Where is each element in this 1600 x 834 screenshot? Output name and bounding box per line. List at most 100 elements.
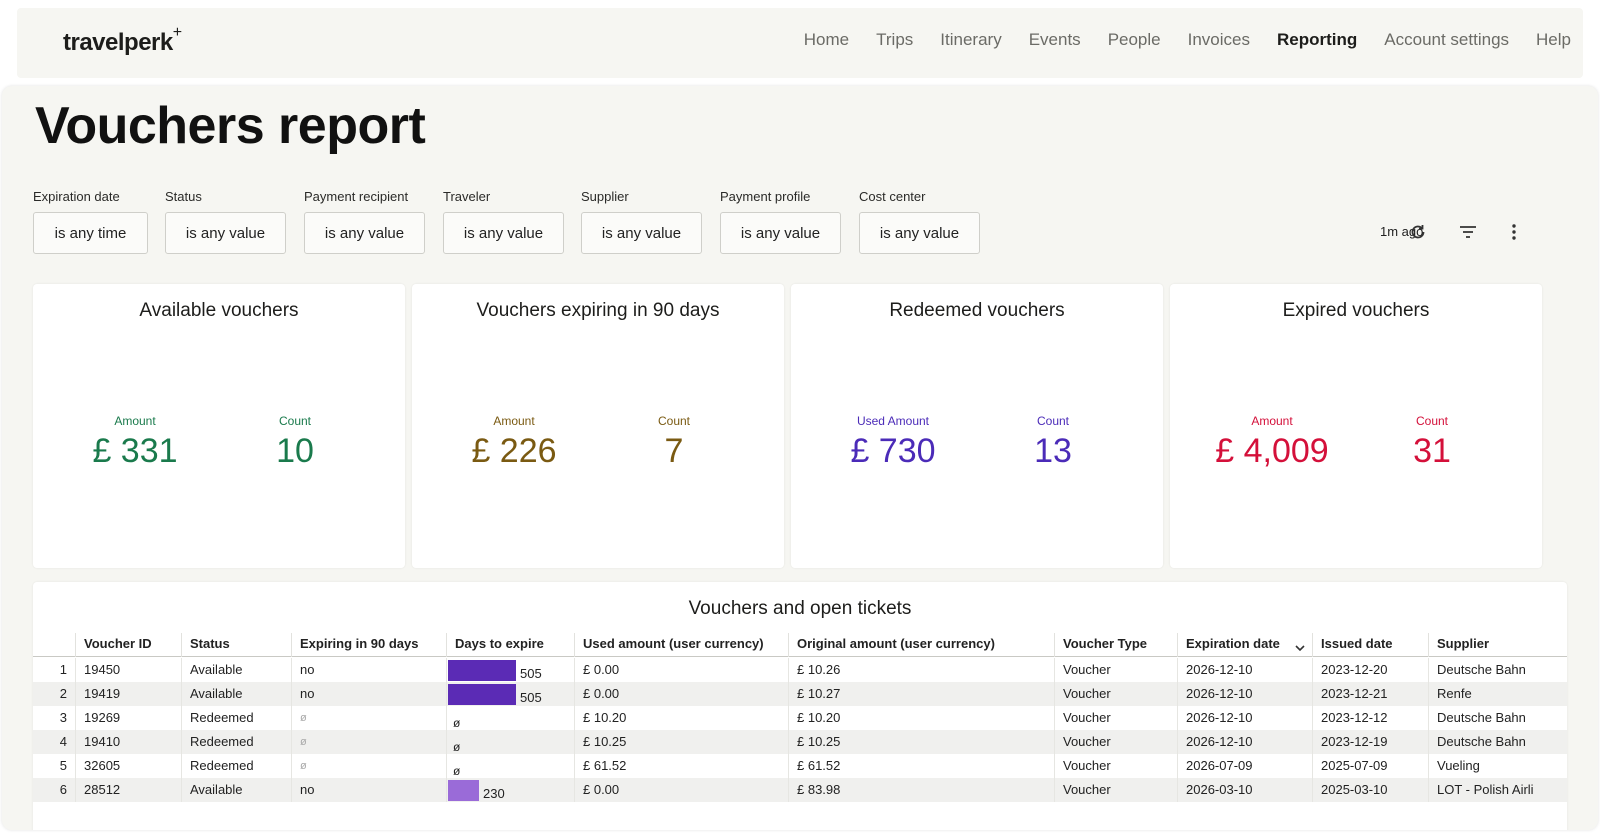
- card-title: Available vouchers: [139, 300, 299, 321]
- card-vouchers-expiring-in-90-days: Vouchers expiring in 90 days Amount £ 226 C…: [412, 284, 784, 568]
- table-row[interactable]: 3 19269 Redeemed ø ø £ 10.20 £ 10.20 Voucher 202…: [33, 706, 1567, 730]
- cell-status: Redeemed: [181, 730, 291, 754]
- cell-type: Voucher: [1054, 682, 1177, 706]
- travelperk-logo[interactable]: travelperk+: [63, 24, 182, 56]
- cell-id: 28512: [75, 778, 181, 802]
- cell-expiration: 2026-12-10: [1177, 706, 1312, 730]
- column-header-expiration-date[interactable]: Expiration date: [1177, 633, 1312, 657]
- row-number: 4: [59, 734, 67, 749]
- column-header-status[interactable]: Status: [181, 633, 291, 657]
- filter-label: Expiration date: [33, 189, 120, 204]
- cell-type: Voucher: [1054, 706, 1177, 730]
- cell-issued: 2025-07-09: [1312, 754, 1428, 778]
- metric-amount: Used Amount £ 730: [833, 414, 953, 471]
- cell-expiring: no: [291, 682, 446, 706]
- cell-used: £ 61.52: [574, 754, 788, 778]
- refresh-icon[interactable]: [1406, 220, 1430, 244]
- column-header-used-amount-user-currency[interactable]: Used amount (user currency): [574, 633, 788, 657]
- nav-item-itinerary[interactable]: Itinerary: [940, 30, 1002, 49]
- cell-expiration: 2026-12-10: [1177, 682, 1312, 706]
- metric-count: Count 7: [614, 414, 734, 471]
- filter-label: Payment profile: [720, 189, 811, 204]
- nav-item-events[interactable]: Events: [1028, 30, 1081, 49]
- cell-used: £ 10.20: [574, 706, 788, 730]
- nav-item-trips[interactable]: Trips: [876, 30, 914, 49]
- more-icon[interactable]: [1502, 220, 1526, 244]
- filter-label: Supplier: [581, 189, 629, 204]
- nav-item-home[interactable]: Home: [803, 30, 850, 49]
- cell-issued: 2025-03-10: [1312, 778, 1428, 802]
- row-number: 6: [59, 782, 67, 797]
- filter-label: Traveler: [443, 189, 491, 204]
- nav-item-help[interactable]: Help: [1536, 30, 1571, 49]
- metric-amount-value[interactable]: £ 4,009: [1215, 432, 1329, 470]
- metric-count-value[interactable]: 10: [276, 432, 314, 470]
- days-to-expire-value: 505: [520, 690, 542, 705]
- filter-value-button[interactable]: is any value: [859, 212, 980, 254]
- metric-amount-value[interactable]: £ 226: [471, 432, 557, 470]
- filter-label: Payment recipient: [304, 189, 409, 204]
- sort-chevron-down-icon[interactable]: [1295, 640, 1305, 652]
- report-panel: Vouchers report Expiration date is any ti…: [2, 86, 1598, 830]
- days-to-expire-value: 505: [520, 666, 542, 681]
- table-row[interactable]: 4 19410 Redeemed ø ø £ 10.25 £ 10.25 Voucher 202…: [33, 730, 1567, 754]
- null-value: ø: [453, 764, 461, 778]
- column-header-voucher-id[interactable]: Voucher ID: [75, 633, 181, 657]
- nav-item-people[interactable]: People: [1107, 30, 1161, 49]
- cell-used: £ 0.00: [574, 658, 788, 682]
- nav-item-reporting[interactable]: Reporting: [1277, 30, 1358, 49]
- cell-supplier: Deutsche Bahn: [1428, 730, 1567, 754]
- card-available-vouchers: Available vouchers Amount £ 331 Count 10: [33, 284, 405, 568]
- cell-days: 230: [446, 778, 574, 802]
- metric-amount-value[interactable]: £ 730: [850, 432, 936, 470]
- filter-label: Status: [165, 189, 202, 204]
- cell-type: Voucher: [1054, 658, 1177, 682]
- metric-amount-value[interactable]: £ 331: [92, 432, 178, 470]
- nav-item-invoices[interactable]: Invoices: [1187, 30, 1250, 49]
- metric-count-value[interactable]: 31: [1413, 432, 1451, 470]
- cell-days: 505: [446, 658, 574, 682]
- table-row[interactable]: 2 19419 Available no 505 £ 0.00 £ 10.27 Voucher…: [33, 682, 1567, 706]
- cell-issued: 2023-12-21: [1312, 682, 1428, 706]
- column-header-expiring-in-90-days[interactable]: Expiring in 90 days: [291, 633, 446, 657]
- filter-value-button[interactable]: is any value: [443, 212, 564, 254]
- metric-count-value[interactable]: 13: [1034, 432, 1072, 470]
- filter-value-button[interactable]: is any value: [581, 212, 702, 254]
- column-header-days-to-expire[interactable]: Days to expire: [446, 633, 574, 657]
- metric-count: Count 10: [235, 414, 355, 471]
- metric-count-label: Count: [1415, 414, 1449, 428]
- filter-icon[interactable]: [1456, 220, 1480, 244]
- filter-value-button[interactable]: is any value: [720, 212, 841, 254]
- table-row[interactable]: 6 28512 Available no 230 £ 0.00 £ 83.98 Voucher…: [33, 778, 1567, 802]
- filter-value-button[interactable]: is any value: [165, 212, 286, 254]
- cell-status: Redeemed: [181, 754, 291, 778]
- card-title: Redeemed vouchers: [889, 300, 1065, 321]
- cell-days: ø: [446, 706, 574, 730]
- metric-amount-label: Amount: [1251, 414, 1293, 428]
- metric-count-value[interactable]: 7: [664, 432, 684, 470]
- filter-expiration-date: Expiration date is any time: [33, 189, 148, 254]
- cell-type: Voucher: [1054, 754, 1177, 778]
- nav-item-account-settings[interactable]: Account settings: [1384, 30, 1510, 49]
- table-title: Vouchers and open tickets: [688, 598, 912, 619]
- cell-expiring: ø: [291, 754, 446, 778]
- row-index-header: [33, 633, 75, 657]
- cell-original: £ 10.20: [788, 706, 1054, 730]
- filter-status: Status is any value: [165, 189, 286, 254]
- card-redeemed-vouchers: Redeemed vouchers Used Amount £ 730 Count 13: [791, 284, 1163, 568]
- metric-amount-label: Amount: [114, 414, 156, 428]
- cell-status: Redeemed: [181, 706, 291, 730]
- cell-supplier: Deutsche Bahn: [1428, 658, 1567, 682]
- row-number: 2: [59, 686, 67, 701]
- column-header-original-amount-user-currency[interactable]: Original amount (user currency): [788, 633, 1054, 657]
- filter-value-button[interactable]: is any time: [33, 212, 148, 254]
- table-row[interactable]: 1 19450 Available no 505 £ 0.00 £ 10.26 Voucher…: [33, 658, 1567, 682]
- column-header-issued-date[interactable]: Issued date: [1312, 633, 1428, 657]
- column-header-voucher-type[interactable]: Voucher Type: [1054, 633, 1177, 657]
- card-title: Vouchers expiring in 90 days: [476, 300, 720, 321]
- filter-value-button[interactable]: is any value: [304, 212, 425, 254]
- column-header-supplier[interactable]: Supplier: [1428, 633, 1567, 657]
- cell-original: £ 61.52: [788, 754, 1054, 778]
- table-row[interactable]: 5 32605 Redeemed ø ø £ 61.52 £ 61.52 Voucher 202…: [33, 754, 1567, 778]
